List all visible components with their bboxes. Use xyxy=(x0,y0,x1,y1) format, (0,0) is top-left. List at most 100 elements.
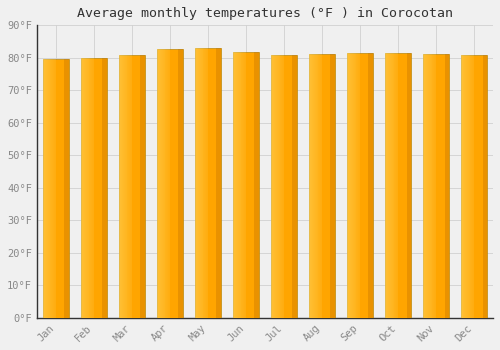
Bar xyxy=(92,58,93,318)
Bar xyxy=(258,52,259,318)
Bar xyxy=(175,49,176,318)
Bar xyxy=(124,55,125,318)
Bar xyxy=(251,52,252,318)
Bar xyxy=(83,58,84,318)
Bar xyxy=(245,52,246,318)
Bar xyxy=(170,49,171,318)
Bar xyxy=(285,55,286,318)
Bar xyxy=(372,53,374,318)
Bar xyxy=(367,53,368,318)
Bar xyxy=(400,53,402,318)
Bar xyxy=(359,53,360,318)
Bar xyxy=(168,49,169,318)
Bar xyxy=(346,53,348,318)
Bar xyxy=(272,55,274,318)
Bar xyxy=(140,55,145,318)
Bar xyxy=(237,52,238,318)
Bar xyxy=(360,53,361,318)
Bar xyxy=(294,55,296,318)
Bar xyxy=(277,55,278,318)
Bar xyxy=(178,49,179,318)
Bar xyxy=(202,48,203,318)
Title: Average monthly temperatures (°F ) in Corocotan: Average monthly temperatures (°F ) in Co… xyxy=(77,7,453,20)
Bar xyxy=(402,53,404,318)
Bar xyxy=(368,53,374,318)
Bar xyxy=(320,54,321,318)
Bar xyxy=(290,55,291,318)
Bar xyxy=(408,53,410,318)
Bar xyxy=(472,55,473,318)
Bar xyxy=(220,48,221,318)
Bar xyxy=(315,54,316,318)
Bar xyxy=(248,52,250,318)
Bar xyxy=(156,49,183,318)
Bar xyxy=(200,48,201,318)
Bar xyxy=(255,52,256,318)
Bar xyxy=(406,53,412,318)
Bar xyxy=(218,48,220,318)
Bar xyxy=(321,54,322,318)
Bar xyxy=(435,54,436,318)
Bar xyxy=(270,55,272,318)
Bar xyxy=(126,55,128,318)
Bar xyxy=(42,59,43,318)
Bar xyxy=(296,55,297,318)
Bar xyxy=(406,53,407,318)
Bar xyxy=(238,52,239,318)
Bar xyxy=(407,53,408,318)
Bar xyxy=(128,55,129,318)
Bar xyxy=(46,59,47,318)
Bar xyxy=(275,55,276,318)
Bar xyxy=(94,58,96,318)
Bar xyxy=(64,59,69,318)
Bar xyxy=(239,52,240,318)
Bar xyxy=(478,55,480,318)
Bar xyxy=(100,58,101,318)
Bar xyxy=(98,58,99,318)
Bar xyxy=(386,53,388,318)
Bar xyxy=(176,49,177,318)
Bar xyxy=(437,54,438,318)
Bar xyxy=(122,55,123,318)
Bar xyxy=(90,58,91,318)
Bar xyxy=(276,55,277,318)
Bar xyxy=(50,59,51,318)
Bar xyxy=(234,52,236,318)
Bar xyxy=(358,53,359,318)
Bar xyxy=(123,55,124,318)
Bar xyxy=(405,53,406,318)
Bar xyxy=(240,52,242,318)
Bar xyxy=(291,55,292,318)
Bar xyxy=(217,48,218,318)
Bar xyxy=(293,55,294,318)
Bar xyxy=(274,55,275,318)
Bar xyxy=(466,55,467,318)
Bar xyxy=(390,53,391,318)
Bar xyxy=(356,53,358,318)
Bar xyxy=(179,49,180,318)
Bar xyxy=(63,59,64,318)
Bar xyxy=(52,59,53,318)
Bar xyxy=(180,49,182,318)
Bar xyxy=(42,59,69,318)
Bar xyxy=(384,53,411,318)
Bar xyxy=(139,55,140,318)
Bar xyxy=(196,48,198,318)
Bar xyxy=(328,54,329,318)
Bar xyxy=(482,55,488,318)
Bar xyxy=(410,53,412,318)
Bar xyxy=(350,53,351,318)
Bar xyxy=(85,58,86,318)
Bar xyxy=(252,52,253,318)
Bar xyxy=(284,55,285,318)
Bar xyxy=(476,55,478,318)
Bar xyxy=(330,54,331,318)
Bar xyxy=(131,55,132,318)
Bar xyxy=(465,55,466,318)
Bar xyxy=(144,55,145,318)
Bar xyxy=(244,52,245,318)
Bar xyxy=(254,52,255,318)
Bar xyxy=(129,55,130,318)
Bar xyxy=(404,53,405,318)
Bar xyxy=(80,58,107,318)
